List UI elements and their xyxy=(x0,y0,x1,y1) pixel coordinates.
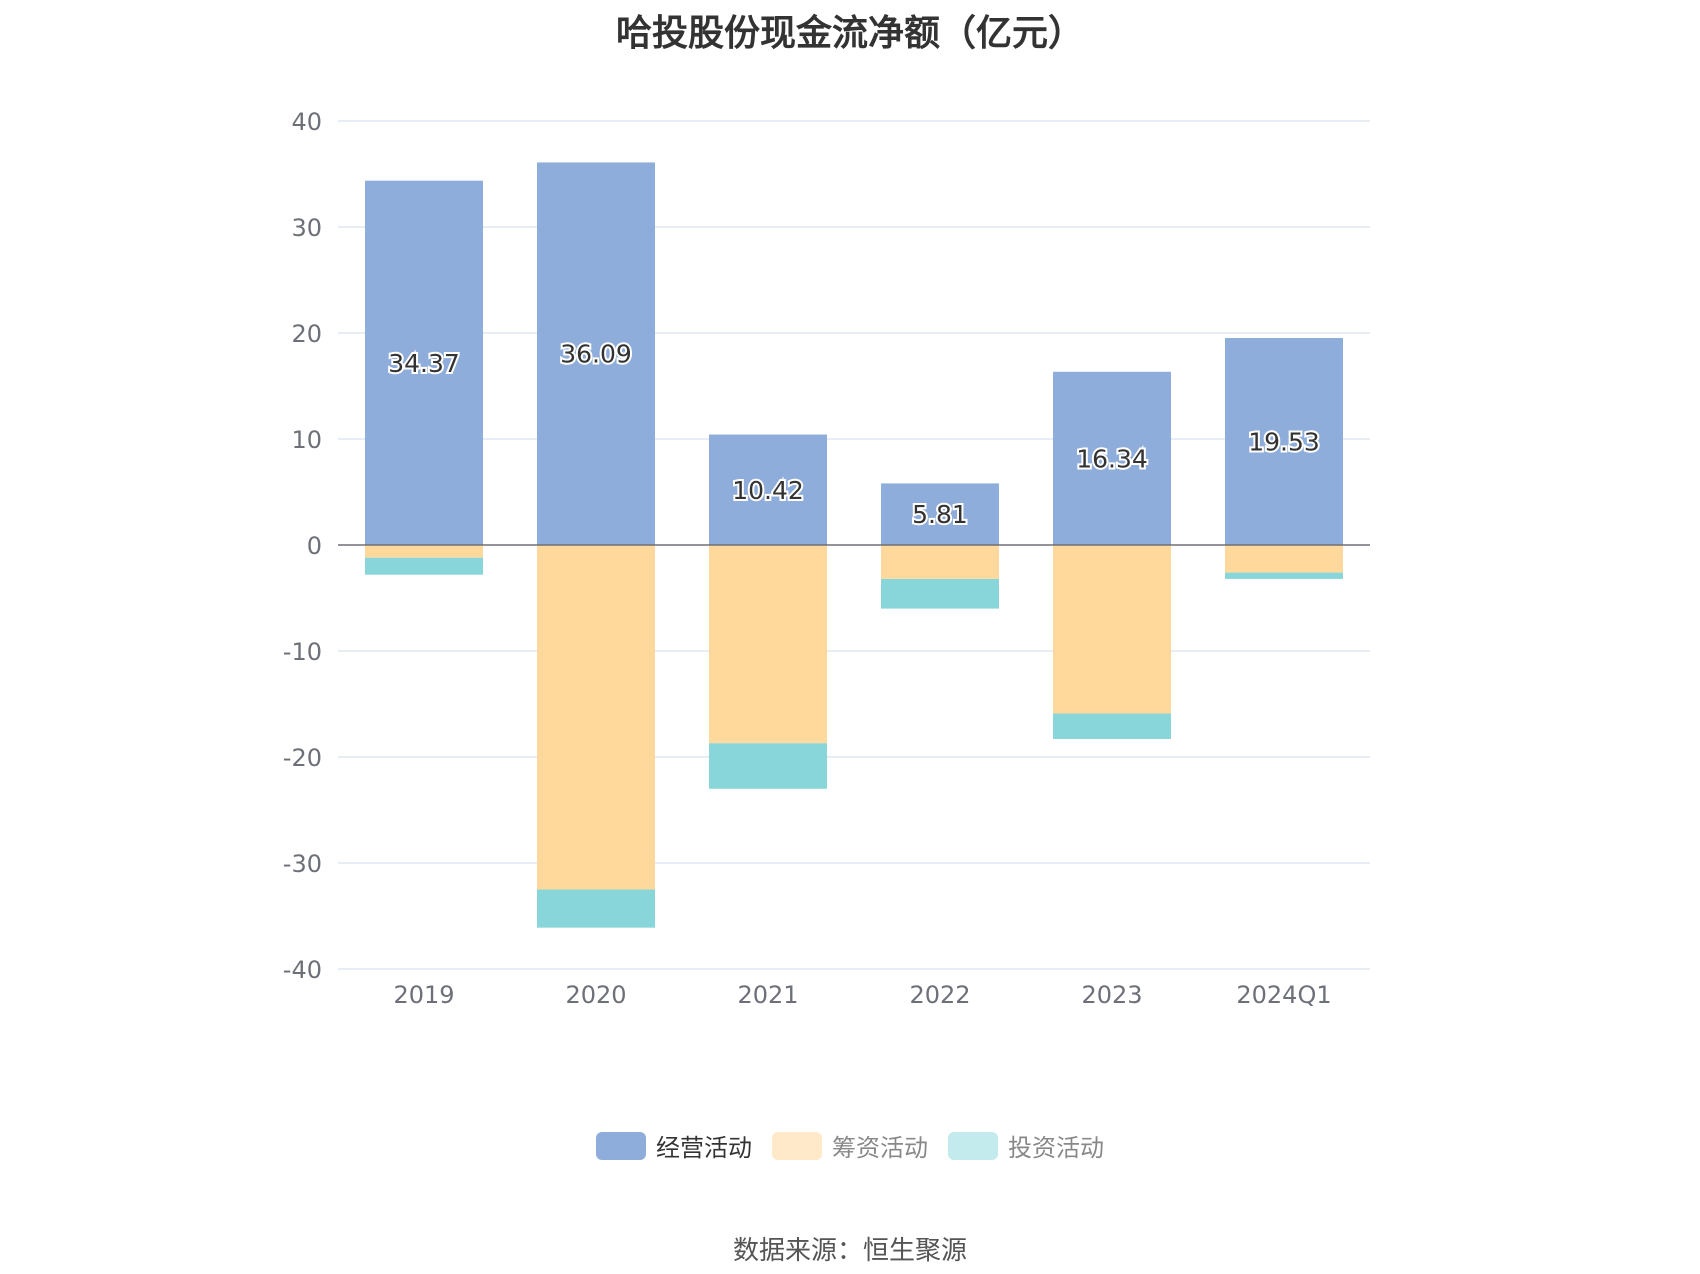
bar-segment xyxy=(1225,572,1343,579)
bar-segment xyxy=(537,889,655,928)
data-label: 36.09 xyxy=(560,340,632,369)
bar-segment xyxy=(881,578,999,609)
bar-segment xyxy=(1225,337,1343,545)
y-tick-label: -40 xyxy=(283,956,322,984)
legend-item-operating[interactable]: 经营活动 xyxy=(596,1128,752,1163)
bar-segment xyxy=(1053,545,1171,714)
legend-swatch-financing xyxy=(772,1131,822,1160)
data-label: 16.34 xyxy=(1076,444,1148,473)
data-label: 34.37 xyxy=(388,349,460,378)
y-tick-label: 10 xyxy=(291,426,322,454)
bar-segment xyxy=(881,545,999,579)
x-tick-label: 2024Q1 xyxy=(1236,981,1331,1009)
y-tick-label: 40 xyxy=(291,108,322,136)
y-tick-label: -30 xyxy=(283,850,322,878)
bar-segment xyxy=(709,434,827,545)
data-label: 5.81 xyxy=(912,500,968,529)
bar-segment xyxy=(537,545,655,890)
x-tick-label: 2023 xyxy=(1081,981,1142,1009)
legend-label-investing: 投资活动 xyxy=(1008,1134,1104,1162)
x-tick-label: 2019 xyxy=(393,981,454,1009)
legend-swatch-operating xyxy=(596,1131,646,1160)
bar-segment xyxy=(365,180,483,546)
data-label: 10.42 xyxy=(732,476,804,505)
data-label: 19.53 xyxy=(1248,427,1320,456)
bar-segment xyxy=(365,557,483,575)
bar-segment xyxy=(881,483,999,545)
y-tick-label: 20 xyxy=(291,320,322,348)
y-tick-label: 0 xyxy=(307,532,322,560)
chart-title: 哈投股份现金流净额（亿元） xyxy=(615,13,1084,54)
legend-item-investing[interactable]: 投资活动 xyxy=(948,1128,1104,1163)
x-tick-label: 2020 xyxy=(565,981,626,1009)
bar-segment xyxy=(1225,545,1343,573)
y-tick-label: 30 xyxy=(291,214,322,242)
y-tick-label: -10 xyxy=(283,638,322,666)
data-source: 数据来源：恒生聚源 xyxy=(732,1236,967,1266)
bar-segment xyxy=(1053,713,1171,739)
bar-chart: 40 30 20 10 0 -10 -20 -30 -40 2019 34.37 2020 36.09 2… xyxy=(283,108,1370,1009)
bar-segment xyxy=(709,545,827,744)
x-tick-label: 2022 xyxy=(909,981,970,1009)
legend: 经营活动 筹资活动 投资活动 xyxy=(0,1128,1700,1163)
legend-swatch-investing xyxy=(948,1131,998,1160)
bar-segment xyxy=(709,743,827,789)
x-tick-label: 2021 xyxy=(737,981,798,1009)
bar-segment xyxy=(537,162,655,546)
legend-label-financing: 筹资活动 xyxy=(832,1134,928,1162)
legend-label-operating: 经营活动 xyxy=(656,1134,752,1162)
bar-segment xyxy=(1053,371,1171,545)
legend-item-financing[interactable]: 筹资活动 xyxy=(772,1128,928,1163)
bar-segment xyxy=(365,545,483,558)
y-tick-label: -20 xyxy=(283,744,322,772)
